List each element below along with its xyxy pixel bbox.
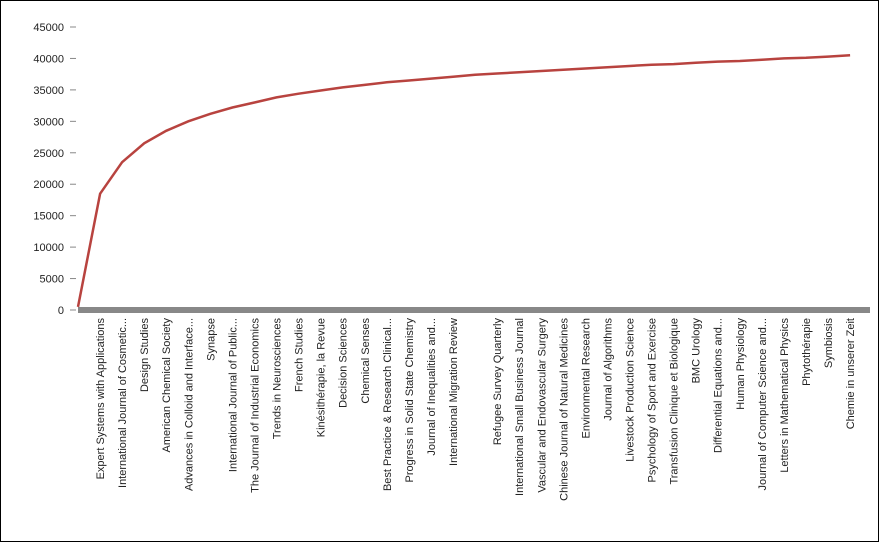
x-tick-label: Trends in Neurosciences (272, 318, 284, 440)
x-tick-label: Psychology of Sport and Exercise (647, 318, 659, 482)
x-tick-label: Design Studies (139, 318, 151, 392)
x-tick-label: Chemical Senses (360, 318, 372, 404)
y-tick-label: 40000 (33, 53, 64, 65)
x-tick-label: Phytothérapie (801, 318, 813, 386)
y-tick-label: 35000 (33, 85, 64, 97)
x-tick-label: Progress in Solid State Chemistry (404, 318, 416, 483)
x-tick-label: Human Physiology (735, 318, 747, 410)
y-tick-label: 5000 (40, 274, 64, 286)
x-tick-label: Journal of Inequalities and... (426, 318, 438, 456)
x-tick-label: International Small Business Journal (514, 318, 526, 496)
x-tick-label: Letters in Mathematical Physics (779, 318, 791, 473)
y-tick-label: 0 (58, 305, 64, 317)
x-tick-label: BMC Urology (691, 318, 703, 384)
x-tick-label: International Migration Review (448, 318, 460, 466)
y-tick-label: 25000 (33, 148, 64, 160)
y-tick-label: 30000 (33, 116, 64, 128)
x-tick-label: Vascular and Endovascular Surgery (536, 318, 548, 493)
y-tick-label: 10000 (33, 242, 64, 254)
x-tick-label: Advances in Colloid and Interface... (183, 318, 195, 491)
x-tick-label: Environmental Research (580, 318, 592, 438)
x-tick-label: Kinésithérapie, la Revue (316, 318, 328, 437)
x-tick-label: The Journal of Industrial Economics (249, 318, 261, 493)
x-tick-label: Livestock Production Science (625, 318, 637, 462)
y-tick-label: 15000 (33, 211, 64, 223)
x-tick-label: Chinese Journal of Natural Medicines (558, 318, 570, 501)
line-series (76, 54, 851, 308)
y-tick-label: 45000 (33, 22, 64, 34)
x-tick-label: International Journal of Public... (227, 318, 239, 472)
x-tick-label: Refugee Survey Quarterly (492, 318, 504, 446)
x-tick-label: Expert Systems with Applications (95, 318, 107, 480)
x-tick-label: Transfusion Clinique et Biologique (669, 318, 681, 485)
x-tick-label: Decision Sciences (338, 318, 350, 408)
x-tick-label: Journal of Computer Science and... (757, 318, 769, 490)
y-tick-label: 20000 (33, 179, 64, 191)
x-tick-label: Chemie in unserer Zeit (845, 318, 857, 429)
x-tick-label: American Chemical Society (161, 318, 173, 453)
x-tick-label: Best Practice & Research Clinical... (382, 318, 394, 491)
x-tick-label: Differential Equations and... (713, 318, 725, 453)
x-tick-label: French Studies (294, 318, 306, 392)
x-tick-label: Journal of Algorithms (602, 318, 614, 421)
x-tick-label: International Journal of Cosmetic... (117, 318, 129, 488)
x-tick-label: Synapse (205, 318, 217, 361)
x-tick-label: Symbiosis (823, 318, 835, 369)
